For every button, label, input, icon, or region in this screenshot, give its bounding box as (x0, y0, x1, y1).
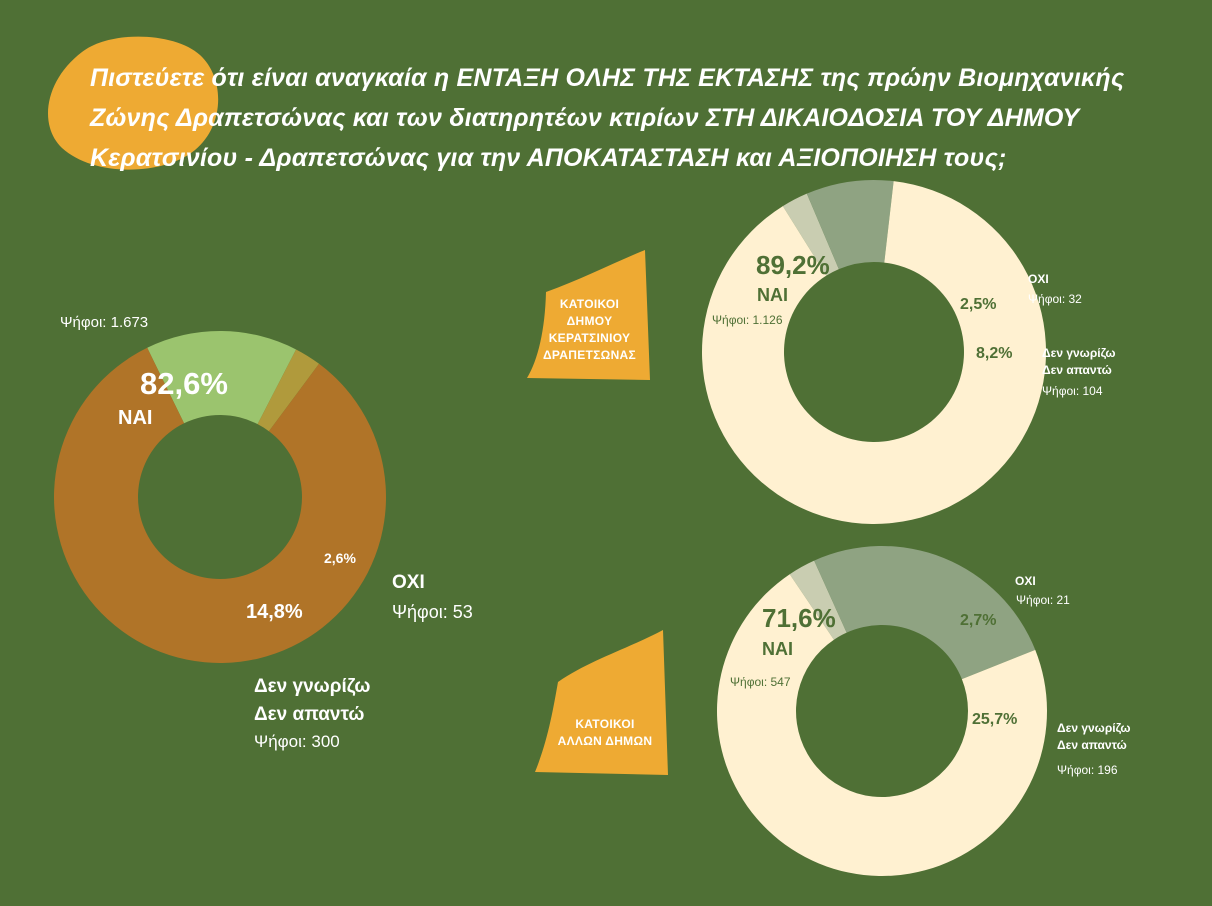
chart-2-no-votes: Ψήφοι: 32 (1028, 292, 1082, 306)
chart-1-no-votes: Ψήφοι: 53 (392, 602, 473, 622)
chart-2-no-label: ΟΧΙ (1028, 272, 1049, 286)
chart-1-slice-no (257, 349, 320, 432)
chart-3-tag-line-1: ΚΑΤΟΙΚΟΙ (575, 717, 635, 731)
chart-3-tag: ΚΑΤΟΙΚΟΙ ΑΛΛΩΝ ΔΗΜΩΝ (545, 716, 665, 750)
chart-2-dk-label-line-2: Δεν απαντώ (1042, 363, 1112, 377)
chart-2-yes-label: ΝΑΙ (757, 285, 788, 305)
tag-shape-2 (535, 630, 668, 775)
chart-3-tag-line-2: ΑΛΛΩΝ ΔΗΜΩΝ (557, 734, 653, 748)
chart-1-dk-percent: 14,8% (246, 601, 303, 623)
chart-1-slice-yes (54, 347, 387, 663)
chart-3-no-label: ΟΧΙ (1015, 574, 1036, 588)
chart-3-dk-percent: 25,7% (972, 711, 1018, 728)
chart-2-dk-label: Δεν γνωρίζω Δεν απαντώ (1042, 345, 1116, 379)
chart-3-dk-label: Δεν γνωρίζω Δεν απαντώ (1057, 720, 1131, 754)
chart-2-dk-label-line-1: Δεν γνωρίζω (1042, 346, 1116, 360)
chart-2-tag-line-4: ΔΡΑΠΕΤΣΩΝΑΣ (542, 348, 637, 362)
chart-1-total-votes: Ψήφοι: 1.673 (60, 314, 149, 331)
chart-2-yes-votes: Ψήφοι: 1.126 (712, 313, 783, 327)
chart-3-yes-votes: Ψήφοι: 547 (730, 675, 791, 689)
page-title: Πιστεύετε ότι είναι αναγκαία η ΕΝΤΑΞΗ ΟΛ… (90, 64, 1125, 172)
chart-1-dk-label: Δεν γνωρίζω Δεν απαντώ (254, 673, 370, 729)
chart-2-dk-votes: Ψήφοι: 104 (1042, 384, 1103, 398)
chart-3-yes-percent: 71,6% (762, 603, 836, 633)
chart-1-no-label: ΟΧΙ (392, 572, 425, 593)
chart-1-slice-dont-know (147, 331, 297, 425)
chart-3-slice-no (789, 560, 847, 640)
chart-2-tag-line-2: ΔΗΜΟΥ (566, 314, 613, 328)
chart-2-slice-yes (701, 181, 1046, 525)
chart-1-yes-percent: 82,6% (140, 366, 228, 401)
chart-3-no-percent: 2,7% (960, 612, 997, 629)
chart-1-dk-votes: Ψήφοι: 300 (254, 732, 340, 751)
chart-3-slice-dont-know (814, 546, 1036, 680)
chart-2-yes-percent: 89,2% (756, 250, 830, 280)
chart-1-dk-label-line-1: Δεν γνωρίζω (254, 676, 371, 697)
chart-2-tag: ΚΑΤΟΙΚΟΙ ΔΗΜΟΥ ΚΕΡΑΤΣΙΝΙΟΥ ΔΡΑΠΕΤΣΩΝΑΣ (532, 296, 647, 364)
chart-3-no-votes: Ψήφοι: 21 (1016, 593, 1070, 607)
chart-2-no-percent: 2,5% (960, 296, 997, 313)
chart-3-dk-label-line-2: Δεν απαντώ (1057, 738, 1127, 752)
chart-1-no-percent: 2,6% (324, 550, 356, 566)
chart-3-dk-label-line-1: Δεν γνωρίζω (1057, 721, 1131, 735)
chart-2-dk-percent: 8,2% (976, 345, 1013, 362)
chart-2-tag-line-3: ΚΕΡΑΤΣΙΝΙΟΥ (548, 331, 631, 345)
tag-shape-1 (527, 250, 650, 380)
chart-2-tag-line-1: ΚΑΤΟΙΚΟΙ (559, 297, 620, 311)
chart-3-yes-label: ΝΑΙ (762, 639, 793, 659)
chart-3-slice-yes (717, 574, 1047, 876)
chart-1-yes-label: ΝΑΙ (118, 407, 153, 429)
chart-1-dk-label-line-2: Δεν απαντώ (254, 704, 365, 725)
chart-2-slice-dont-know (806, 179, 894, 270)
chart-2-slice-no (782, 193, 839, 276)
chart-3-dk-votes: Ψήφοι: 196 (1057, 763, 1118, 777)
